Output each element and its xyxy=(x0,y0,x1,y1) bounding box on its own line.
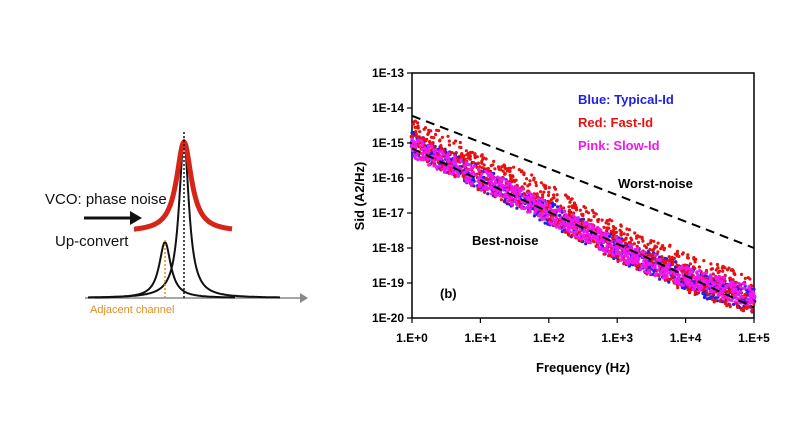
x-tick-label: 1.E+2 xyxy=(533,331,565,345)
best-noise-label: Best-noise xyxy=(472,233,538,248)
y-axis-label: Sid (A2/Hz) xyxy=(352,162,367,231)
vco-label: VCO: phase noise xyxy=(45,191,167,208)
y-tick-label: 1E-20 xyxy=(372,311,404,325)
series-2-point xyxy=(409,144,415,149)
adjacent-channel-label: Adjacent channel xyxy=(90,304,174,316)
series-2-point xyxy=(731,288,736,294)
best-noise-bound xyxy=(411,147,755,309)
y-tick-label: 1E-13 xyxy=(372,66,404,80)
series-1-point xyxy=(662,259,668,265)
series-2-point xyxy=(751,294,757,300)
series-2-point xyxy=(662,266,668,272)
x-tick-label: 1.E+4 xyxy=(670,331,702,345)
worst-noise-bound xyxy=(411,114,755,249)
plot-frame xyxy=(411,72,755,319)
y-tick-label: 1E-16 xyxy=(372,171,404,185)
series-2-point xyxy=(567,221,572,226)
series-2-point xyxy=(594,235,599,240)
series-2-point xyxy=(614,245,620,251)
y-tick-label: 1E-15 xyxy=(372,136,404,150)
legend-blue: Blue: Typical-Id xyxy=(578,92,674,107)
y-tick-label: 1E-14 xyxy=(372,101,404,115)
series-2-point xyxy=(635,256,641,261)
legend-pink: Pink: Slow-Id xyxy=(578,138,660,153)
x-tick-label: 1.E+5 xyxy=(738,331,770,345)
phase-noise-diagram: VCO: phase noise Up‐convert Adjacent cha… xyxy=(0,0,330,442)
y-tick-label: 1E-19 xyxy=(372,276,404,290)
vco-phase-noise-curve xyxy=(133,138,233,232)
noise-spectrum-chart: 1E-13 1E-14 1E-15 1E-16 1E-17 1E-18 1E-19 1E-20… xyxy=(330,0,794,442)
x-tick-label: 1.E+0 xyxy=(396,331,428,345)
y-tick-label: 1E-18 xyxy=(372,241,404,255)
x-tick-label: 1.E+1 xyxy=(465,331,497,345)
worst-noise-label: Worst-noise xyxy=(618,176,693,191)
y-tick-label: 1E-17 xyxy=(372,206,404,220)
diagram-axis-arrow xyxy=(300,293,308,303)
upconvert-label: Up‐convert xyxy=(55,233,129,250)
x-tick-label: 1.E+3 xyxy=(601,331,633,345)
panel-label: (b) xyxy=(440,286,457,301)
upconvert-arrow-head xyxy=(130,211,142,225)
x-axis-label: Frequency (Hz) xyxy=(536,360,630,375)
legend-red: Red: Fast-Id xyxy=(578,115,653,130)
